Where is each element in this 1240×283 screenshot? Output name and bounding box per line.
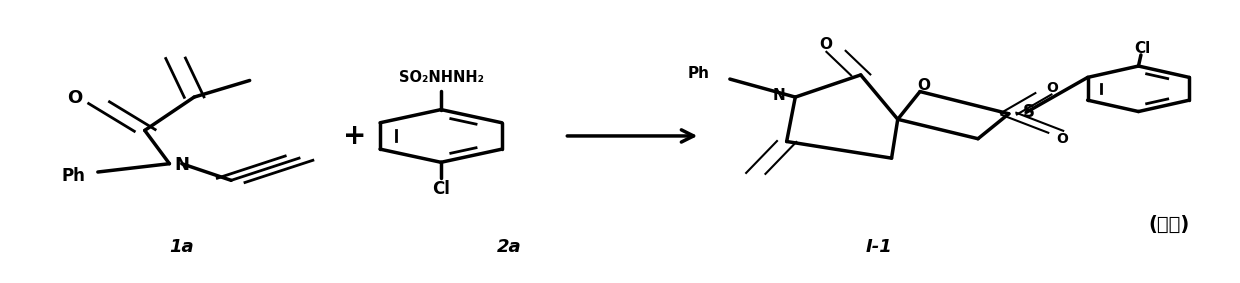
Text: Ph: Ph [61,167,86,185]
Text: Cl: Cl [432,180,450,198]
Text: N: N [175,156,190,174]
Text: Cl: Cl [1135,40,1151,55]
Text: O: O [1047,81,1058,95]
Text: 1a: 1a [170,238,195,256]
Text: +: + [343,122,366,150]
Text: S: S [1023,103,1034,121]
Text: (式二): (式二) [1148,215,1190,234]
Text: 2a: 2a [496,238,521,256]
Text: SO₂NHNH₂: SO₂NHNH₂ [398,70,484,85]
Text: N: N [773,88,786,103]
Text: I-1: I-1 [866,238,893,256]
Text: Ph: Ph [688,66,711,81]
Text: O: O [1056,132,1068,146]
Text: O: O [67,89,82,108]
Text: O: O [820,37,832,52]
Text: O: O [918,78,930,93]
